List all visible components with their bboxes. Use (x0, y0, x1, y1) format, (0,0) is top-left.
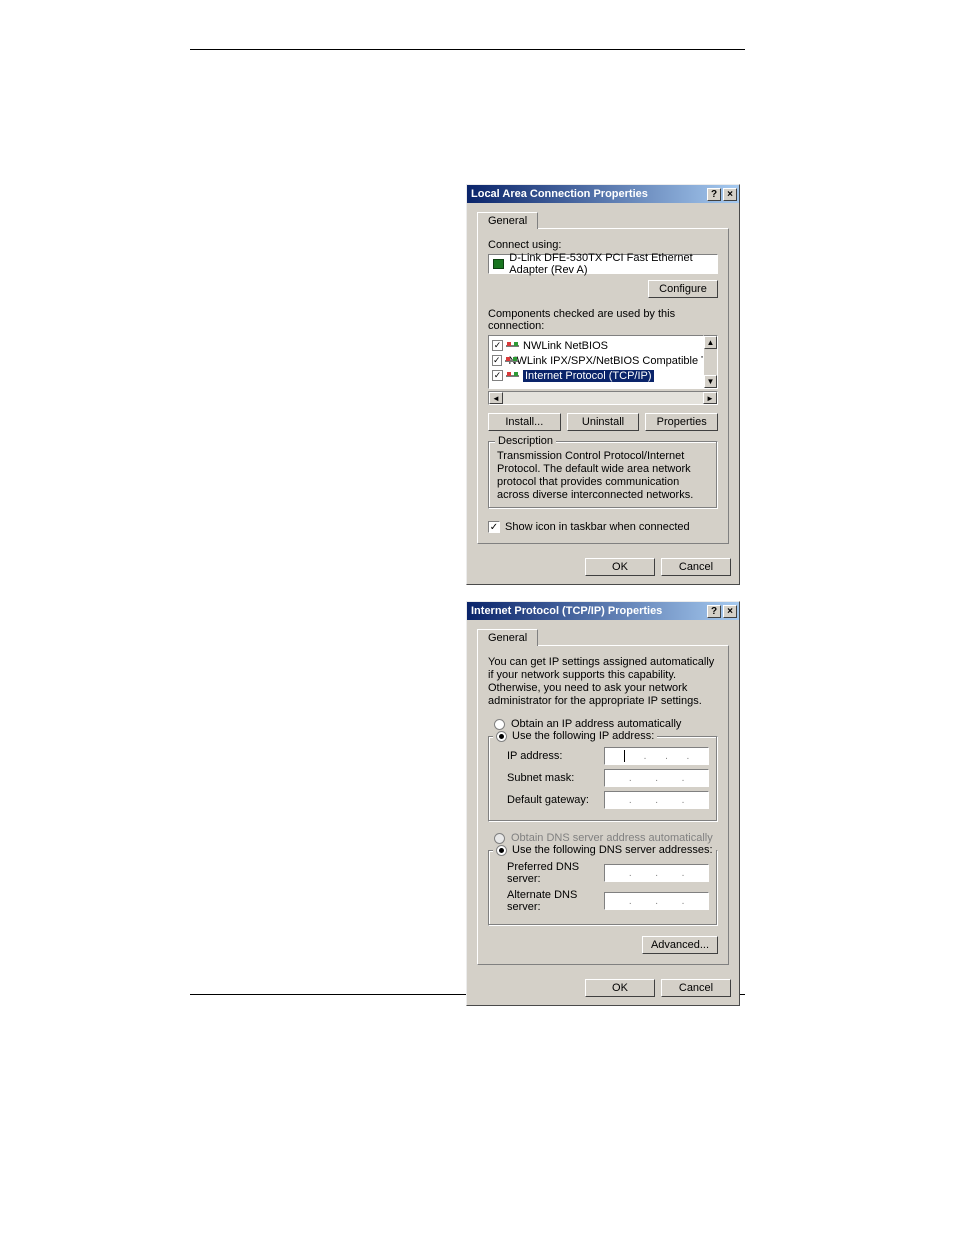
lac-title: Local Area Connection Properties (471, 188, 705, 200)
use-dns-fieldset: Use the following DNS server addresses: … (488, 850, 718, 926)
component-checkbox[interactable]: ✓ (492, 355, 502, 366)
tcpip-tabpanel: You can get IP settings assigned automat… (477, 645, 729, 965)
radio-icon[interactable] (496, 845, 507, 856)
radio-label: Use the following DNS server addresses: (512, 844, 713, 856)
nic-icon (493, 259, 504, 269)
radio-label: Obtain an IP address automatically (511, 718, 681, 730)
show-icon-row[interactable]: ✓ Show icon in taskbar when connected (488, 521, 718, 533)
connect-using-label: Connect using: (488, 239, 718, 251)
component-row[interactable]: ✓ NWLink IPX/SPX/NetBIOS Compatible Tran… (489, 353, 703, 368)
close-button[interactable]: × (723, 605, 737, 618)
subnet-mask-label: Subnet mask: (507, 772, 604, 784)
properties-button[interactable]: Properties (645, 413, 718, 431)
cancel-button[interactable]: Cancel (661, 979, 731, 997)
cancel-button[interactable]: Cancel (661, 558, 731, 576)
ok-button[interactable]: OK (585, 979, 655, 997)
lac-tabpanel: Connect using: D-Link DFE-530TX PCI Fast… (477, 228, 729, 544)
use-ip-fieldset: Use the following IP address: IP address… (488, 736, 718, 822)
tcpip-dialog-buttons: OK Cancel (467, 973, 739, 1005)
radio-icon[interactable] (496, 731, 507, 742)
adapter-field: D-Link DFE-530TX PCI Fast Ethernet Adapt… (488, 254, 718, 274)
component-label: NWLink NetBIOS (523, 340, 608, 352)
tcpip-body: General You can get IP settings assigned… (467, 620, 739, 973)
adapter-name: D-Link DFE-530TX PCI Fast Ethernet Adapt… (509, 252, 713, 276)
protocol-icon (506, 341, 519, 351)
component-checkbox[interactable]: ✓ (492, 340, 503, 351)
scroll-up-button[interactable]: ▲ (704, 336, 717, 349)
components-hscrollbar[interactable]: ◄ ► (488, 391, 718, 405)
preferred-dns-label: Preferred DNS server: (507, 861, 604, 885)
component-buttons: Install... Uninstall Properties (488, 413, 718, 431)
radio-label: Use the following IP address: (512, 730, 654, 742)
tcpip-title: Internet Protocol (TCP/IP) Properties (471, 605, 705, 617)
lac-properties-dialog: Local Area Connection Properties ? × Gen… (466, 184, 740, 585)
components-list-inner[interactable]: ✓ NWLink NetBIOS ✓ NWLink IPX/SPX/NetBIO… (488, 335, 704, 389)
default-gateway-field[interactable]: ... (604, 791, 709, 809)
ok-button[interactable]: OK (585, 558, 655, 576)
show-icon-label: Show icon in taskbar when connected (505, 521, 690, 533)
radio-use-dns[interactable]: Use the following DNS server addresses: (493, 844, 716, 856)
tcpip-tabs: General (477, 628, 729, 646)
install-button[interactable]: Install... (488, 413, 561, 431)
alternate-dns-field[interactable]: ... (604, 892, 709, 910)
lac-dialog-buttons: OK Cancel (467, 552, 739, 584)
page-top-rule (190, 49, 745, 50)
dialogs-container: Local Area Connection Properties ? × Gen… (466, 184, 740, 1022)
lac-body: General Connect using: D-Link DFE-530TX … (467, 203, 739, 552)
radio-icon[interactable] (494, 719, 505, 730)
alternate-dns-label: Alternate DNS server: (507, 889, 604, 913)
lac-titlebar[interactable]: Local Area Connection Properties ? × (467, 185, 739, 203)
component-label: Internet Protocol (TCP/IP) (523, 370, 654, 382)
help-button[interactable]: ? (707, 188, 721, 201)
description-group: Description Transmission Control Protoco… (488, 441, 718, 509)
components-vscrollbar[interactable]: ▲ ▼ (704, 335, 718, 389)
component-checkbox[interactable]: ✓ (492, 370, 503, 381)
lac-tabs: General (477, 211, 729, 229)
tcpip-titlebar[interactable]: Internet Protocol (TCP/IP) Properties ? … (467, 602, 739, 620)
description-legend: Description (495, 435, 556, 447)
components-label: Components checked are used by this conn… (488, 308, 718, 332)
radio-obtain-dns: Obtain DNS server address automatically (494, 832, 718, 844)
advanced-button[interactable]: Advanced... (642, 936, 718, 954)
ip-address-label: IP address: (507, 750, 604, 762)
ip-address-field[interactable]: ... (604, 747, 709, 765)
radio-icon (494, 833, 505, 844)
close-button[interactable]: × (723, 188, 737, 201)
scroll-down-button[interactable]: ▼ (704, 375, 717, 388)
default-gateway-label: Default gateway: (507, 794, 604, 806)
tcpip-properties-dialog: Internet Protocol (TCP/IP) Properties ? … (466, 601, 740, 1006)
show-icon-checkbox[interactable]: ✓ (488, 521, 500, 533)
protocol-icon (506, 371, 519, 381)
configure-button[interactable]: Configure (648, 280, 718, 298)
radio-label: Obtain DNS server address automatically (511, 832, 713, 844)
component-row[interactable]: ✓ NWLink NetBIOS (489, 338, 703, 353)
scroll-right-button[interactable]: ► (703, 392, 717, 404)
component-label: NWLink IPX/SPX/NetBIOS Compatible Transp… (509, 355, 704, 367)
description-text: Transmission Control Protocol/Internet P… (497, 450, 709, 502)
tcpip-intro: You can get IP settings assigned automat… (488, 656, 718, 708)
uninstall-button[interactable]: Uninstall (567, 413, 640, 431)
radio-use-ip[interactable]: Use the following IP address: (493, 730, 657, 742)
tab-general[interactable]: General (477, 629, 538, 646)
subnet-mask-field[interactable]: ... (604, 769, 709, 787)
preferred-dns-field[interactable]: ... (604, 864, 709, 882)
scroll-left-button[interactable]: ◄ (489, 392, 503, 404)
tab-general[interactable]: General (477, 212, 538, 229)
radio-obtain-ip[interactable]: Obtain an IP address automatically (494, 718, 718, 730)
help-button[interactable]: ? (707, 605, 721, 618)
component-row[interactable]: ✓ Internet Protocol (TCP/IP) (489, 368, 703, 383)
components-list: ✓ NWLink NetBIOS ✓ NWLink IPX/SPX/NetBIO… (488, 335, 718, 389)
